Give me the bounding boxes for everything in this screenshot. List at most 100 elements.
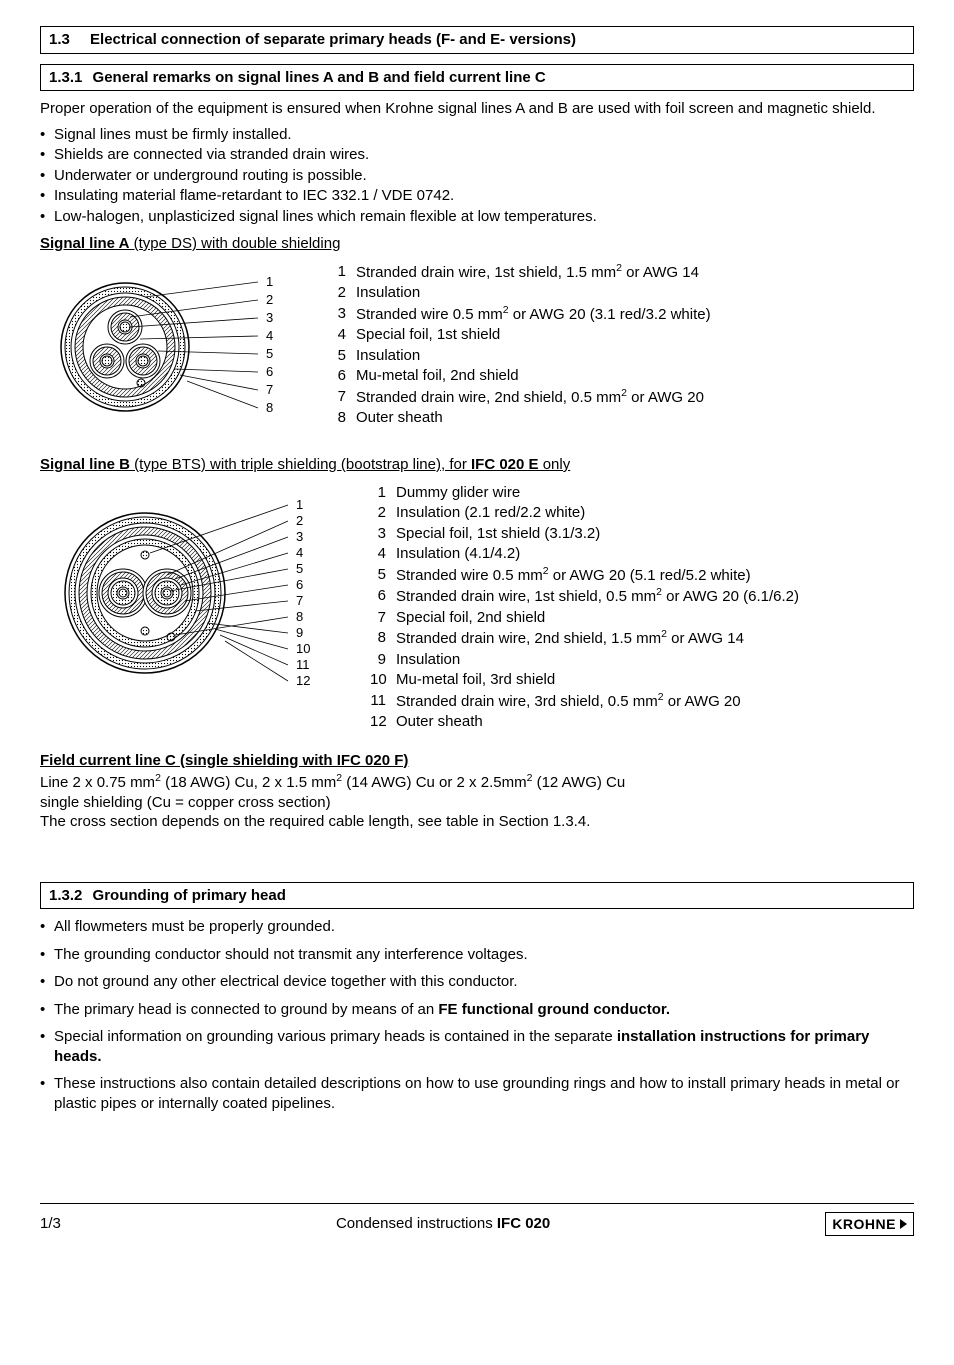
legend-row: 4Special foil, 1st shield — [330, 325, 711, 345]
svg-text:1: 1 — [266, 274, 273, 289]
legend-num: 7 — [370, 608, 396, 628]
list-item: The primary head is connected to ground … — [40, 1000, 914, 1020]
legend-num: 9 — [370, 650, 396, 670]
signal-a-diagram: 12345678 — [40, 262, 300, 438]
signal-a-legend: 1Stranded drain wire, 1st shield, 1.5 mm… — [300, 262, 711, 429]
field-c-title: Field current line C (single shielding w… — [40, 751, 914, 771]
sig-b-bold: Signal line B — [40, 456, 130, 473]
legend-row: 7Special foil, 2nd shield — [370, 608, 799, 628]
svg-text:5: 5 — [296, 561, 303, 576]
list-item: Insulating material flame-retardant to I… — [40, 186, 914, 206]
svg-text:5: 5 — [266, 346, 273, 361]
legend-text: Insulation — [396, 650, 799, 670]
legend-text: Outer sheath — [396, 712, 799, 732]
footer-brand: KROHNE — [825, 1212, 914, 1236]
legend-row: 2Insulation (2.1 red/2.2 white) — [370, 503, 799, 523]
legend-row: 4Insulation (4.1/4.2) — [370, 544, 799, 564]
legend-row: 6Mu-metal foil, 2nd shield — [330, 366, 711, 386]
fc-l1b: (18 AWG) Cu, 2 x 1.5 mm — [161, 774, 336, 791]
krohne-triangle-icon — [900, 1219, 907, 1229]
legend-text: Stranded wire 0.5 mm2 or AWG 20 (3.1 red… — [356, 304, 711, 325]
intro-paragraph: Proper operation of the equipment is ens… — [40, 99, 914, 119]
legend-num: 8 — [370, 628, 396, 649]
list-item: These instructions also contain detailed… — [40, 1074, 914, 1113]
signal-b-row: 123456789101112 1Dummy glider wire2Insul… — [40, 483, 914, 733]
legend-row: 12Outer sheath — [370, 712, 799, 732]
field-c-line1: Line 2 x 0.75 mm2 (18 AWG) Cu, 2 x 1.5 m… — [40, 772, 914, 793]
legend-num: 1 — [370, 483, 396, 503]
legend-num: 2 — [330, 283, 356, 303]
signal-b-legend: 1Dummy glider wire2Insulation (2.1 red/2… — [340, 483, 799, 733]
legend-text: Stranded drain wire, 1st shield, 1.5 mm2… — [356, 262, 711, 283]
legend-num: 10 — [370, 670, 396, 690]
legend-row: 3Stranded wire 0.5 mm2 or AWG 20 (3.1 re… — [330, 304, 711, 325]
legend-num: 5 — [370, 565, 396, 586]
legend-num: 4 — [330, 325, 356, 345]
fc-l1a: Line 2 x 0.75 mm — [40, 774, 155, 791]
legend-num: 2 — [370, 503, 396, 523]
list-item: The grounding conductor should not trans… — [40, 945, 914, 965]
legend-text: Stranded drain wire, 2nd shield, 0.5 mm2… — [356, 387, 711, 408]
legend-num: 5 — [330, 346, 356, 366]
svg-text:11: 11 — [296, 657, 310, 672]
svg-text:6: 6 — [296, 577, 303, 592]
legend-text: Insulation (2.1 red/2.2 white) — [396, 503, 799, 523]
svg-text:2: 2 — [266, 292, 273, 307]
legend-num: 11 — [370, 691, 396, 712]
legend-text: Insulation — [356, 346, 711, 366]
svg-text:7: 7 — [266, 382, 273, 397]
legend-text: Stranded drain wire, 1st shield, 0.5 mm2… — [396, 586, 799, 607]
legend-row: 1Stranded drain wire, 1st shield, 1.5 mm… — [330, 262, 711, 283]
svg-text:3: 3 — [296, 529, 303, 544]
svg-text:3: 3 — [266, 310, 273, 325]
krohne-text: KROHNE — [832, 1215, 896, 1233]
intro-bullet-list: Signal lines must be firmly installed.Sh… — [40, 125, 914, 227]
legend-text: Stranded drain wire, 2nd shield, 1.5 mm2… — [396, 628, 799, 649]
svg-text:1: 1 — [296, 497, 303, 512]
section-1-3-2-header: 1.3.2 Grounding of primary head — [40, 882, 914, 910]
fc-l1c: (14 AWG) Cu or 2 x 2.5mm — [342, 774, 527, 791]
sig-a-plain: (type DS) with double shielding — [129, 235, 340, 252]
fc-l1d: (12 AWG) Cu — [532, 774, 625, 791]
legend-text: Special foil, 2nd shield — [396, 608, 799, 628]
legend-num: 1 — [330, 262, 356, 283]
legend-row: 5Stranded wire 0.5 mm2 or AWG 20 (5.1 re… — [370, 565, 799, 586]
sig-b-plain2: only — [539, 456, 571, 473]
subsection-title: General remarks on signal lines A and B … — [93, 69, 546, 86]
krohne-logo: KROHNE — [825, 1212, 914, 1236]
legend-row: 6Stranded drain wire, 1st shield, 0.5 mm… — [370, 586, 799, 607]
legend-num: 8 — [330, 408, 356, 428]
footer-page: 1/3 — [40, 1214, 61, 1234]
signal-a-row: 12345678 1Stranded drain wire, 1st shiel… — [40, 262, 914, 438]
legend-text: Outer sheath — [356, 408, 711, 428]
sig-b-plain: (type BTS) with triple shielding (bootst… — [130, 456, 471, 473]
legend-text: Mu-metal foil, 2nd shield — [356, 366, 711, 386]
list-item: Underwater or underground routing is pos… — [40, 166, 914, 186]
legend-text: Insulation (4.1/4.2) — [396, 544, 799, 564]
list-item: Shields are connected via stranded drain… — [40, 145, 914, 165]
field-c-line2: single shielding (Cu = copper cross sect… — [40, 793, 914, 813]
section-num: 1.3 — [49, 31, 70, 48]
section-title: Electrical connection of separate primar… — [90, 31, 576, 48]
svg-text:9: 9 — [296, 625, 303, 640]
legend-text: Dummy glider wire — [396, 483, 799, 503]
svg-text:2: 2 — [296, 513, 303, 528]
field-c-line3: The cross section depends on the require… — [40, 812, 914, 832]
legend-text: Insulation — [356, 283, 711, 303]
legend-num: 6 — [330, 366, 356, 386]
footer-center-a: Condensed instructions — [336, 1215, 497, 1232]
legend-num: 4 — [370, 544, 396, 564]
page-footer: 1/3 Condensed instructions IFC 020 KROHN… — [40, 1203, 914, 1236]
svg-text:4: 4 — [296, 545, 303, 560]
section-1-3-1-header: 1.3.1 General remarks on signal lines A … — [40, 64, 914, 92]
list-item: All flowmeters must be properly grounded… — [40, 917, 914, 937]
signal-line-a-title: Signal line A (type DS) with double shie… — [40, 234, 914, 254]
list-item: Special information on grounding various… — [40, 1027, 914, 1066]
footer-center: Condensed instructions IFC 020 — [336, 1214, 550, 1234]
subsection-num: 1.3.1 — [49, 69, 82, 86]
svg-text:8: 8 — [296, 609, 303, 624]
signal-b-diagram: 123456789101112 — [40, 483, 340, 709]
legend-row: 11Stranded drain wire, 3rd shield, 0.5 m… — [370, 691, 799, 712]
grounding-bullet-list: All flowmeters must be properly grounded… — [40, 917, 914, 1113]
legend-num: 3 — [330, 304, 356, 325]
